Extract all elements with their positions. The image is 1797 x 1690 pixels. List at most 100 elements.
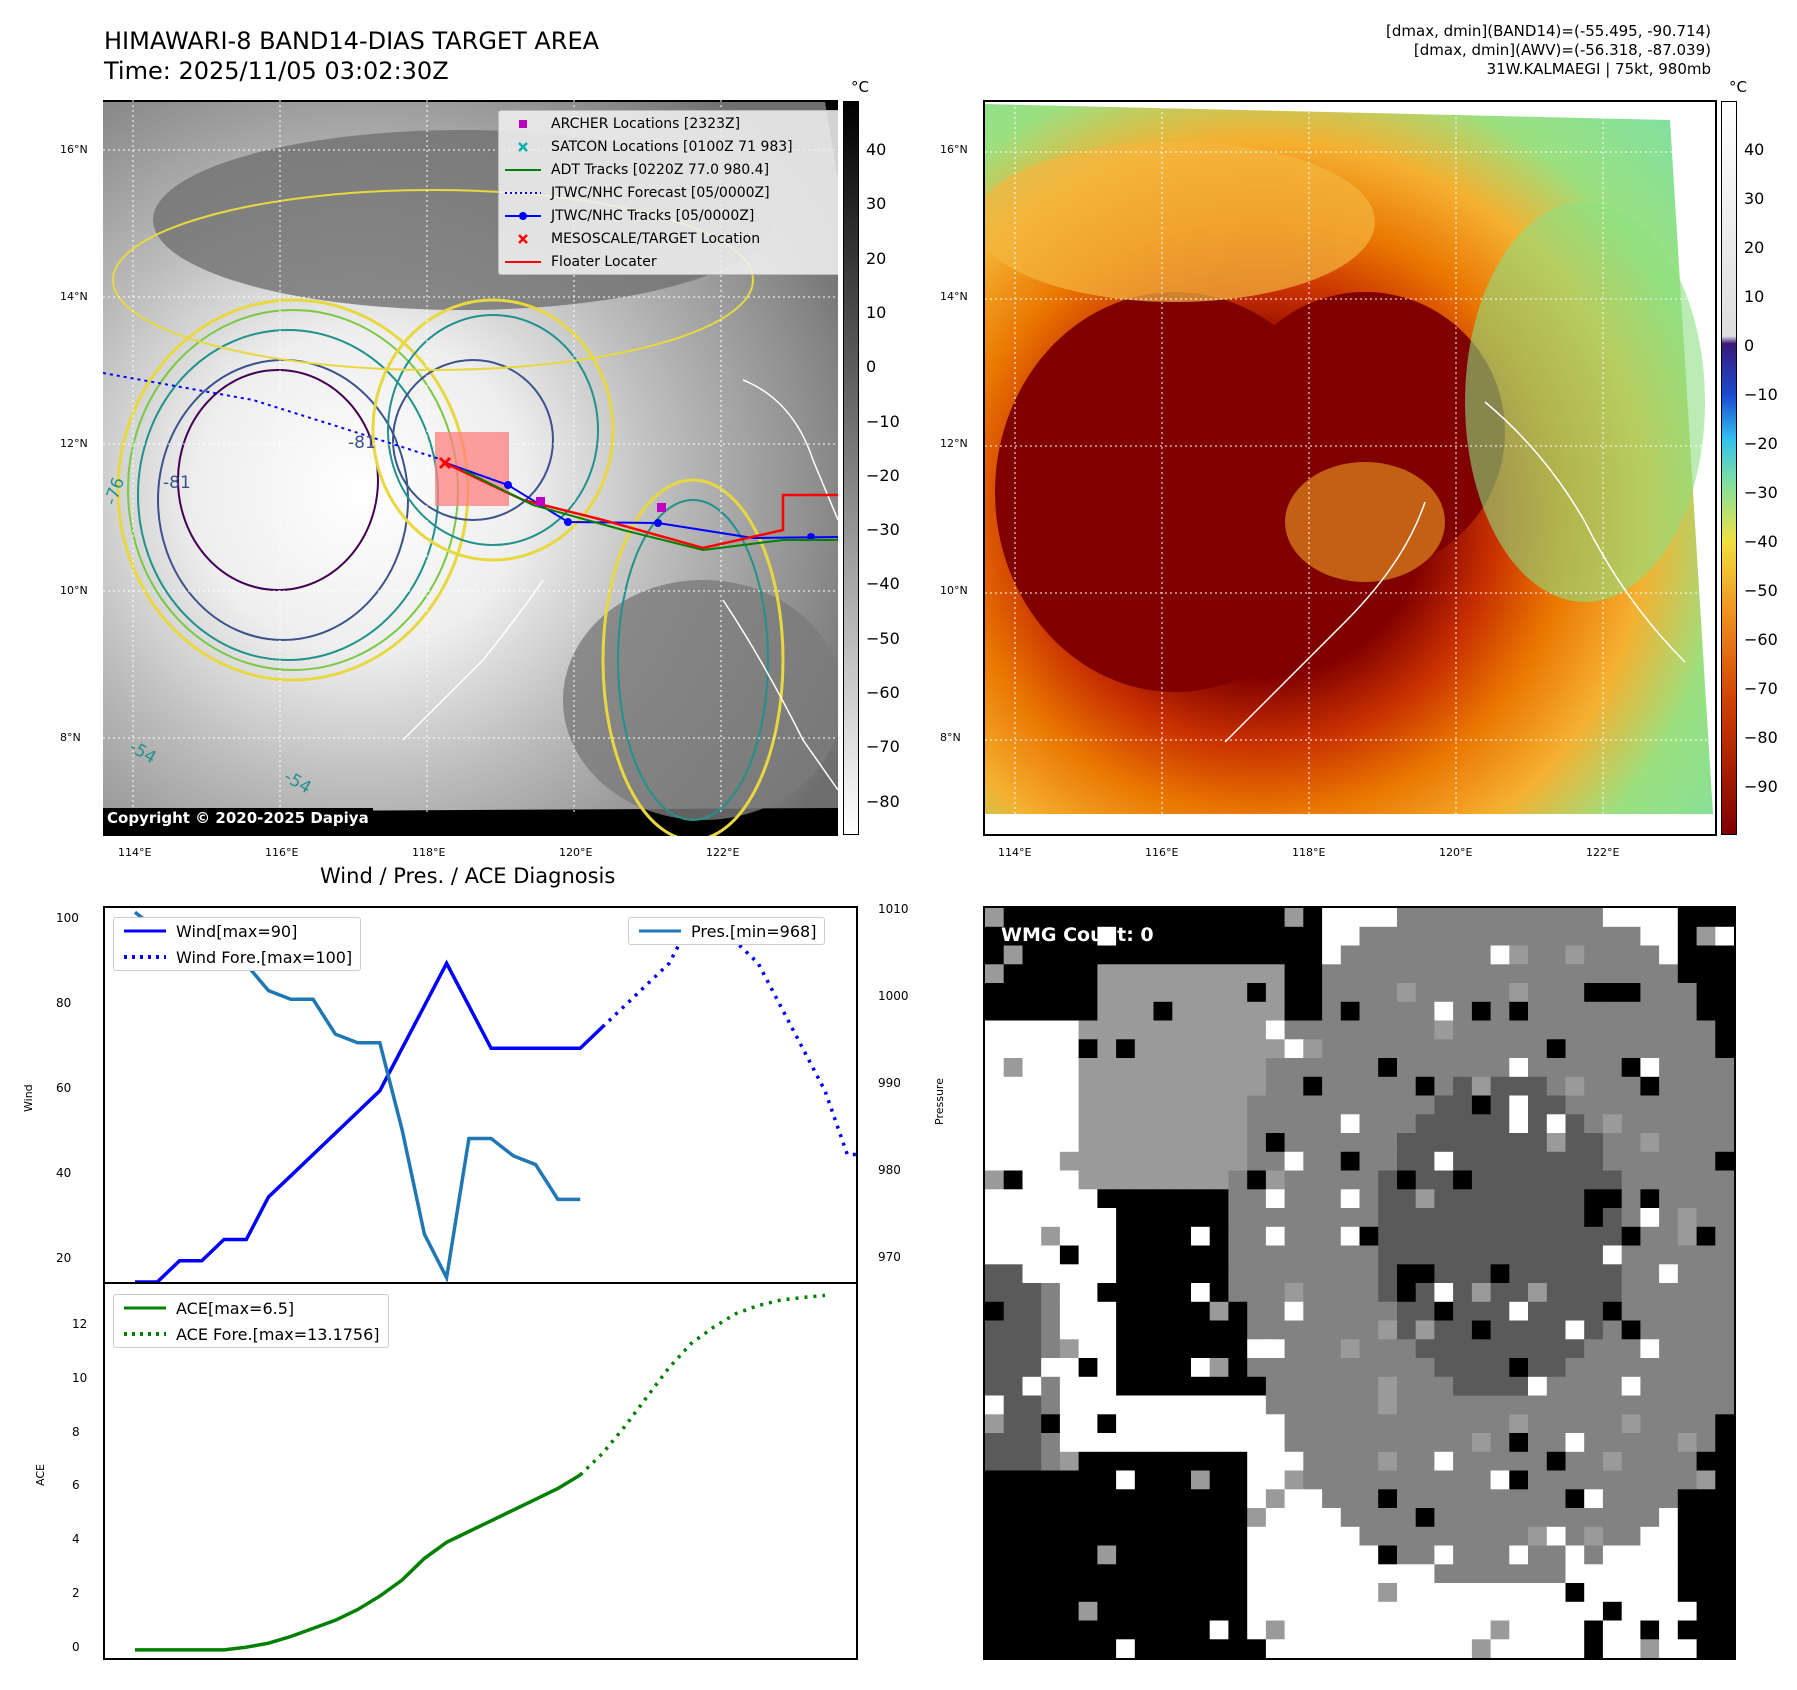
series-line-1 [601,919,856,1157]
archer-location [657,503,666,512]
colorbar-left-tick: −30 [866,520,900,540]
header-band14-range: [dmax, dmin](BAND14)=(-55.495, -90.714) [1386,22,1711,40]
map-legend: ARCHER Locations [2323Z] SATCON Location… [498,110,838,275]
line-marker-icon [505,168,541,171]
solid-line-icon [639,929,681,933]
square-marker-icon [519,119,527,128]
awv-map-svg [985,102,1715,834]
wind-axis-label: Wind [22,1084,35,1112]
solid-line-icon [124,1306,166,1310]
awv-gridlines [985,102,1715,814]
lon-tick: 120°E [1439,846,1473,859]
ace-y-tick: 0 [72,1639,80,1654]
lon-tick: 122°E [1586,846,1620,859]
legend-item-wind-fore: Wind Fore.[max=100] [114,944,360,970]
ace-chart-panel: ACE[max=6.5] ACE Fore.[max=13.1756] [103,1282,858,1660]
lon-tick: 116°E [1145,846,1179,859]
chart-title: HIMAWARI-8 BAND14-DIAS TARGET AREA [104,27,600,55]
colorbar-left-tick: −80 [866,791,900,811]
lon-tick: 118°E [1292,846,1326,859]
colorbar-right-tick: −70 [1744,679,1778,698]
ace-y-tick: 8 [72,1424,80,1439]
archer-location [536,497,545,506]
legend-item-floater: Floater Locater [503,250,836,273]
mesoscale-target-box [435,432,509,506]
colorbar-right-tick: 40 [1744,140,1765,159]
colorbar-right-tick: −60 [1744,630,1778,649]
colorbar-left-tick: −60 [866,683,900,702]
solid-line-icon [124,929,166,933]
awv-map-panel [983,100,1717,836]
ace-series-line-1 [578,1293,826,1477]
contour-label: -81 [348,433,376,453]
legend-item-satcon: SATCON Locations [0100Z 71 983] [503,135,836,158]
colorbar-right [1721,101,1737,835]
colorbar-right-tick: −10 [1744,385,1778,404]
lon-tick: 118°E [412,846,446,859]
wind-legend: Wind[max=90] Wind Fore.[max=100] [113,917,362,971]
pressure-y-tick: 1000 [878,989,909,1004]
ace-series-line-0 [135,1473,582,1652]
colorbar-right-tick: −30 [1744,483,1778,502]
pressure-y-tick: 980 [878,1163,901,1178]
colorbar-right-tick: 30 [1744,189,1765,208]
lat-tick: 10°N [60,584,88,597]
legend-item-jtwc-tracks: JTWC/NHC Tracks [05/0000Z] [503,204,836,227]
pressure-legend: Pres.[min=968] [628,917,826,945]
lat-tick: 16°N [60,143,88,156]
legend-item-pressure: Pres.[min=968] [629,918,824,944]
wmg-panel: WMG Count: 0 [983,906,1736,1660]
colorbar-right-tick: −80 [1744,728,1778,747]
wind-y-tick: 100 [56,910,79,925]
lon-tick: 116°E [265,846,299,859]
wmg-count-label: WMG Count: 0 [1001,924,1154,946]
ace-y-tick: 6 [72,1478,80,1493]
ace-y-tick: 4 [72,1532,80,1547]
ace-chart-svg [135,1293,826,1652]
wind-y-tick: 60 [56,1080,72,1095]
colorbar-left-tick: 30 [866,194,887,214]
colorbar-left-tick: −10 [866,411,900,431]
header-storm-info: 31W.KALMAEGI | 75kt, 980mb [1486,60,1711,78]
ace-legend: ACE[max=6.5] ACE Fore.[max=13.1756] [113,1294,389,1348]
copyright-label: Copyright © 2020-2025 Dapiya [103,808,373,828]
dotted-line-icon [124,1332,166,1336]
lon-tick: 122°E [706,846,740,859]
colorbar-left-tick: −20 [866,465,900,485]
lat-tick: 14°N [940,290,968,303]
colorbar-right-unit: °C [1729,78,1747,96]
legend-item-target: MESOSCALE/TARGET Location [503,227,836,250]
colorbar-left-tick: 0 [866,357,877,377]
wind-pressure-chart-panel: Wind[max=90] Wind Fore.[max=100] Pres.[m… [103,906,858,1284]
colorbar-left-unit: °C [851,78,869,96]
legend-item-wind: Wind[max=90] [114,918,360,944]
colorbar-left-tick: 20 [866,248,887,268]
ace-y-tick: 10 [72,1370,88,1385]
wmg-image [985,908,1734,1658]
colorbar-left-tick: 10 [866,302,887,322]
colorbar-left [843,101,859,835]
dotted-line-icon [505,191,541,194]
wind-y-tick: 20 [56,1250,72,1265]
pressure-y-tick: 970 [878,1250,901,1265]
colorbar-left-tick: 40 [866,140,887,159]
pressure-y-tick: 1010 [878,902,909,917]
lon-tick: 120°E [559,846,593,859]
adt-track [462,469,838,552]
lat-tick: 10°N [940,584,968,597]
lon-tick: 114°E [998,846,1032,859]
contour-label: -81 [163,473,191,493]
lat-tick: 12°N [60,437,88,450]
colorbar-left-tick: −70 [866,737,900,757]
x-marker-icon [518,141,528,152]
lat-tick: 8°N [60,731,81,744]
lat-tick: 16°N [940,143,968,156]
legend-item-archer: ARCHER Locations [2323Z] [503,112,836,135]
legend-item-ace: ACE[max=6.5] [114,1295,388,1321]
line-marker-icon [505,260,541,263]
dotted-line-icon [124,955,166,959]
pressure-axis-label: Pressure [933,1078,946,1125]
ace-y-tick: 12 [72,1317,88,1332]
legend-item-ace-fore: ACE Fore.[max=13.1756] [114,1321,388,1347]
legend-item-adt: ADT Tracks [0220Z 77.0 980.4] [503,158,836,181]
